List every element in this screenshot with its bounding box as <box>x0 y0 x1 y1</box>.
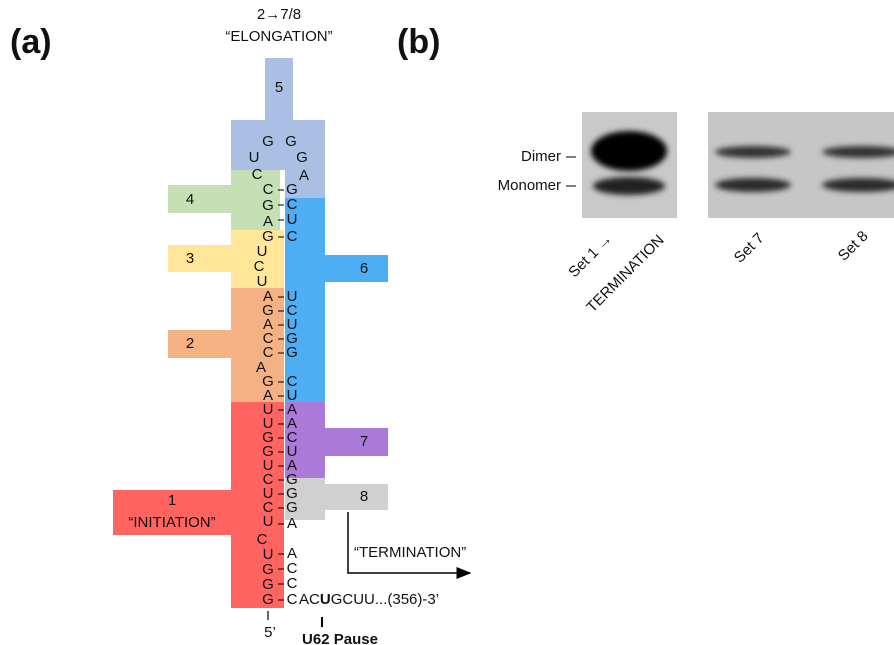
tail-part: U <box>320 591 331 608</box>
domain-number: 5 <box>275 79 283 96</box>
band-label: Dimer <box>521 148 561 165</box>
domain-number: 3 <box>186 250 194 267</box>
panel-label: (b) <box>397 23 440 61</box>
nucleotide: C <box>287 591 298 608</box>
domain-name: “TERMINATION” <box>354 544 466 561</box>
nucleotide: U <box>263 513 274 530</box>
nucleotide: G <box>285 133 297 150</box>
tail-sequence: ACUGCUU...(356)-3’ <box>299 591 439 608</box>
nucleotide: C <box>252 166 263 183</box>
panel-label: (a) <box>10 23 52 61</box>
nucleotide: C <box>263 181 274 198</box>
nucleotide: U <box>287 211 298 228</box>
gel-band <box>715 146 791 158</box>
five-prime: 5’ <box>264 624 276 641</box>
lane-label: Set 7 <box>731 230 768 267</box>
nucleotide: G <box>262 591 274 608</box>
nucleotide: A <box>299 167 309 184</box>
figure: (a) (b) 2→7/8 “ELONGATION” 5 4 3 2 1 “IN… <box>0 0 894 645</box>
domain-number: 1 <box>168 492 176 509</box>
nucleotide: C <box>287 228 298 245</box>
nucleotide: G <box>262 197 274 214</box>
gel-panel <box>708 112 894 218</box>
termination-arrow <box>348 512 470 573</box>
nucleotide: U <box>249 149 260 166</box>
nucleotide: G <box>286 344 298 361</box>
domain-name: “INITIATION” <box>128 514 215 531</box>
domain-header: 2→7/8 <box>257 6 301 23</box>
domain-number: 6 <box>360 260 368 277</box>
band-label: Monomer <box>498 177 561 194</box>
lane-label: Set 8 <box>835 228 872 265</box>
domain-number: 2 <box>186 335 194 352</box>
nucleotide: G <box>262 133 274 150</box>
gel-band <box>593 177 665 195</box>
gel: Dimer Monomer Set 1 → TERMINATION Set 7 … <box>498 112 894 316</box>
gel-band <box>591 131 667 171</box>
nucleotide: A <box>287 515 297 532</box>
domain-number: 8 <box>360 488 368 505</box>
domain-name: “ELONGATION” <box>225 28 332 45</box>
nucleotide: C <box>287 575 298 592</box>
pause-label: U62 Pause <box>302 631 378 645</box>
domain-number: 7 <box>360 433 368 450</box>
domain-number: 4 <box>186 191 194 208</box>
gel-band <box>715 178 791 192</box>
tail-part: GCUU...(356)-3’ <box>331 591 439 608</box>
lane-label: Set 1 → <box>565 231 615 281</box>
domain-6-shape <box>285 198 388 402</box>
tail-part: AC <box>299 591 320 608</box>
domain-8-shape <box>285 478 388 520</box>
nucleotide: G <box>286 499 298 516</box>
domain-1-shape <box>113 402 284 608</box>
domain-7-shape <box>285 402 388 478</box>
nucleotide: G <box>296 149 308 166</box>
